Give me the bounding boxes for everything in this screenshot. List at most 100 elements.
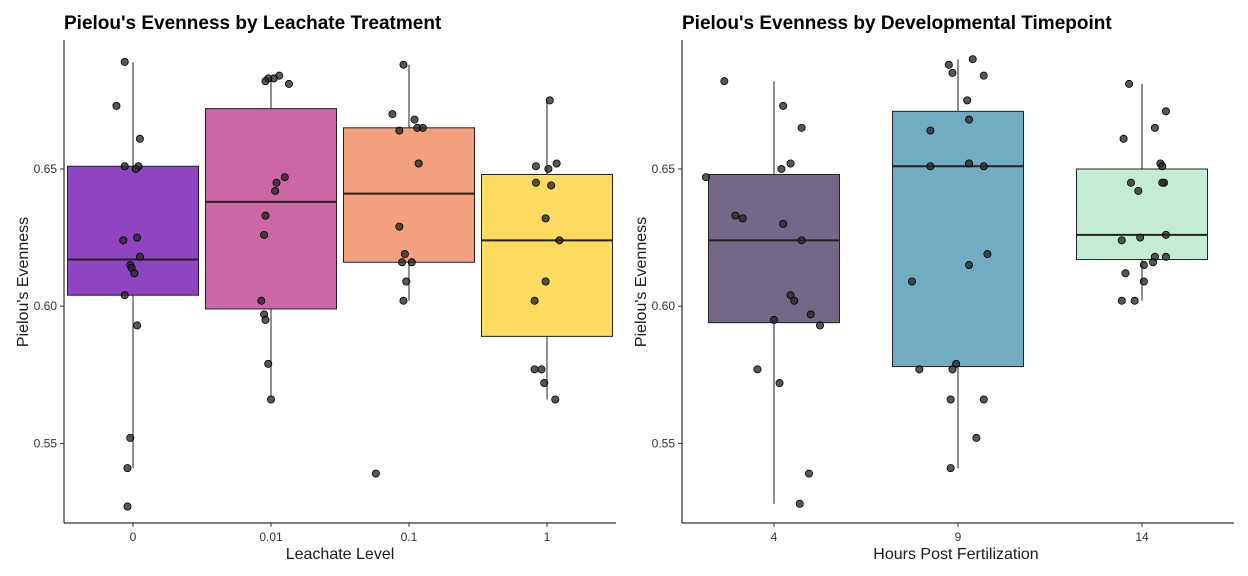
data-point xyxy=(133,321,142,330)
data-point xyxy=(552,159,561,168)
data-point xyxy=(797,236,806,245)
data-point xyxy=(1117,296,1126,305)
data-point xyxy=(775,379,784,388)
data-point xyxy=(545,96,554,105)
data-point xyxy=(769,315,778,324)
x-axis-label: Hours Post Fertilization xyxy=(873,546,1038,563)
data-point xyxy=(1121,269,1130,278)
data-point xyxy=(530,296,539,305)
data-point xyxy=(972,433,981,442)
data-point xyxy=(946,464,955,473)
tick-group: 0.55 0.60 0.65 4 9 14 xyxy=(652,162,1149,544)
data-point xyxy=(120,57,129,66)
data-point xyxy=(531,178,540,187)
data-point xyxy=(284,79,293,88)
data-point xyxy=(410,115,419,124)
data-point xyxy=(720,77,729,86)
box-iqr xyxy=(205,108,337,310)
box-9 xyxy=(892,59,1024,469)
data-point xyxy=(738,214,747,223)
box-0.1 xyxy=(343,64,475,301)
box-group xyxy=(708,59,1208,504)
data-point xyxy=(1139,277,1148,286)
data-point xyxy=(271,186,280,195)
data-point xyxy=(414,159,423,168)
x-tick-label: 14 xyxy=(1135,530,1149,544)
data-point xyxy=(963,96,972,105)
data-point xyxy=(371,469,380,478)
data-point xyxy=(119,236,128,245)
data-point xyxy=(1134,186,1143,195)
y-tick-label: 0.65 xyxy=(34,162,58,176)
x-tick-label: 9 xyxy=(955,530,962,544)
y-tick-label: 0.60 xyxy=(652,299,676,313)
data-point xyxy=(264,359,273,368)
data-point xyxy=(944,60,953,69)
data-point xyxy=(1136,233,1145,242)
data-point xyxy=(399,60,408,69)
data-point xyxy=(551,395,560,404)
x-tick-label: 0.1 xyxy=(401,530,418,544)
data-point xyxy=(806,310,815,319)
data-point xyxy=(398,258,407,267)
data-point xyxy=(261,315,270,324)
data-point xyxy=(261,77,270,86)
data-point xyxy=(388,110,397,119)
box-14 xyxy=(1076,83,1208,301)
x-tick-label: 0.01 xyxy=(259,530,283,544)
data-point xyxy=(261,211,270,220)
data-point xyxy=(983,250,992,259)
box-4 xyxy=(708,81,840,504)
data-point xyxy=(131,164,140,173)
data-point xyxy=(1117,236,1126,245)
y-tick-label: 0.65 xyxy=(652,162,676,176)
data-point xyxy=(402,277,411,286)
data-point xyxy=(1125,79,1134,88)
data-point xyxy=(1139,261,1148,270)
y-tick-label: 0.60 xyxy=(34,299,58,313)
data-point xyxy=(120,162,129,171)
x-tick-label: 4 xyxy=(771,530,778,544)
chart-svg-leachate: Pielou's Evenness by Leachate Treatment … xyxy=(15,13,616,563)
data-point xyxy=(965,115,974,124)
data-point xyxy=(779,101,788,110)
data-point xyxy=(979,71,988,80)
data-point xyxy=(790,296,799,305)
data-point xyxy=(979,162,988,171)
data-point xyxy=(531,162,540,171)
data-point xyxy=(777,164,786,173)
data-point xyxy=(926,162,935,171)
data-point xyxy=(1161,252,1170,261)
data-point xyxy=(753,365,762,374)
data-point xyxy=(126,433,135,442)
box-1 xyxy=(481,100,613,400)
data-point xyxy=(395,222,404,231)
data-point xyxy=(541,214,550,223)
data-point xyxy=(135,134,144,143)
data-point xyxy=(123,502,132,511)
data-point xyxy=(1126,178,1135,187)
x-axis-label: Leachate Level xyxy=(286,546,395,563)
data-point xyxy=(266,395,275,404)
point-group xyxy=(701,55,1170,508)
data-point xyxy=(280,173,289,182)
chart-svg-timepoint: Pielou's Evenness by Developmental Timep… xyxy=(633,13,1234,563)
chart-title: Pielou's Evenness by Developmental Timep… xyxy=(682,13,1112,34)
data-point xyxy=(946,395,955,404)
data-point xyxy=(952,359,961,368)
data-point xyxy=(407,258,416,267)
chart-panel-leachate: Pielou's Evenness by Leachate Treatment … xyxy=(15,13,616,563)
data-point xyxy=(797,123,806,132)
data-point xyxy=(395,126,404,135)
data-point xyxy=(915,365,924,374)
data-point xyxy=(804,469,813,478)
x-tick-label: 0 xyxy=(130,530,137,544)
box-iqr xyxy=(708,173,840,324)
data-point xyxy=(786,291,795,300)
data-point xyxy=(926,126,935,135)
data-point xyxy=(1149,258,1158,267)
data-point xyxy=(1158,178,1167,187)
data-point xyxy=(133,233,142,242)
data-point xyxy=(948,365,957,374)
data-point xyxy=(1158,162,1167,171)
